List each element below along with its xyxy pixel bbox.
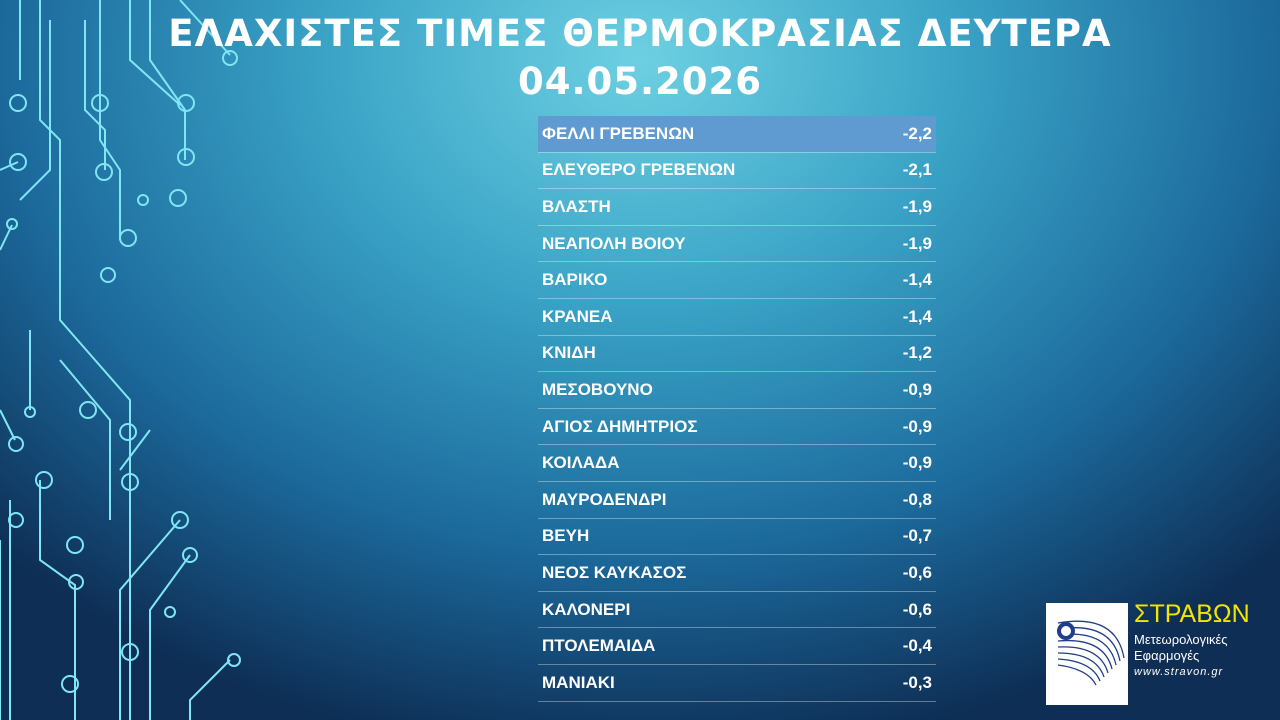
station-name: ΜΑΝΙΑΚΙ: [538, 664, 874, 702]
station-name: ΒΑΡΙΚΟ: [538, 261, 874, 299]
temperature-value: -0,9: [873, 408, 936, 446]
station-name: ΜΕΣΟΒΟΥΝΟ: [538, 371, 874, 409]
table-row: ΠΤΟΛΕΜΑΙΔΑ -0,4: [538, 627, 936, 665]
logo-line: Μετεωρολογικές: [1134, 632, 1228, 647]
temperature-value: -0,7: [873, 518, 936, 556]
table-row: ΒΑΡΙΚΟ -1,4: [538, 261, 936, 299]
station-name: ΜΑΥΡΟΔΕΝΔΡΙ: [538, 481, 874, 519]
station-name: ΕΛΕΥΘΕΡΟ ΓΡΕΒΕΝΩΝ: [538, 152, 874, 190]
table-row: ΝΕΟΣ ΚΑΥΚΑΣΟΣ -0,6: [538, 554, 936, 592]
station-name: ΚΟΙΛΑΔΑ: [538, 444, 874, 482]
table-row: ΒΛΑΣΤΗ -1,9: [538, 188, 936, 226]
logo-line: Εφαρμογές: [1134, 648, 1200, 663]
temperature-value: -2,2: [873, 116, 936, 153]
temperature-table: ΦΕΛΛΙ ΓΡΕΒΕΝΩΝ -2,2 ΕΛΕΥΘΕΡΟ ΓΡΕΒΕΝΩΝ -2,1 Β…: [538, 116, 936, 702]
station-name: ΚΑΛΟΝΕΡΙ: [538, 591, 874, 629]
temperature-value: -2,1: [873, 152, 936, 190]
logo-name: ΣΤΡΑΒΩΝ: [1134, 600, 1250, 628]
title-date: 04.05.2026: [517, 60, 763, 103]
station-name: ΚΝΙΔΗ: [538, 335, 874, 373]
temperature-value: -1,2: [873, 335, 936, 373]
table-row: ΚΝΙΔΗ -1,2: [538, 335, 936, 373]
temperature-value: -1,9: [873, 188, 936, 226]
table-row: ΚΟΙΛΑΔΑ -0,9: [538, 444, 936, 482]
temperature-value: -1,4: [873, 261, 936, 299]
station-name: ΒΕΥΗ: [538, 518, 874, 556]
table-row: ΚΑΛΟΝΕΡΙ -0,6: [538, 591, 936, 629]
table-row: ΜΑΥΡΟΔΕΝΔΡΙ -0,8: [538, 481, 936, 519]
circuit-decoration: [0, 0, 241, 720]
temperature-value: -0,6: [873, 554, 936, 592]
logo-graphic: [1046, 603, 1128, 705]
temperature-value: -1,4: [873, 298, 936, 336]
station-name: ΚΡΑΝΕΑ: [538, 298, 874, 336]
table-row: ΒΕΥΗ -0,7: [538, 518, 936, 556]
title-line: ΕΛΑΧΙΣΤΕΣ ΤΙΜΕΣ ΘΕΡΜΟΚΡΑΣΙΑΣ ΔΕΥΤΕΡΑ: [168, 12, 1112, 55]
table-row: ΚΡΑΝΕΑ -1,4: [538, 298, 936, 336]
logo-url: www.stravon.gr: [1134, 666, 1224, 678]
station-name: ΒΛΑΣΤΗ: [538, 188, 874, 226]
station-name: ΑΓΙΟΣ ΔΗΜΗΤΡΙΟΣ: [538, 408, 874, 446]
table-row: ΜΑΝΙΑΚΙ -0,3: [538, 664, 936, 702]
station-name: ΝΕΟΣ ΚΑΥΚΑΣΟΣ: [538, 554, 874, 592]
station-name: ΝΕΑΠΟΛΗ ΒΟΙΟΥ: [538, 225, 874, 263]
temperature-value: -0,4: [873, 627, 936, 665]
station-name: ΠΤΟΛΕΜΑΙΔΑ: [538, 627, 874, 665]
table-row: ΦΕΛΛΙ ΓΡΕΒΕΝΩΝ -2,2: [538, 116, 936, 153]
logo-icon: [1057, 620, 1125, 686]
temperature-value: -0,3: [873, 664, 936, 702]
temperature-value: -1,9: [873, 225, 936, 263]
station-name: ΦΕΛΛΙ ΓΡΕΒΕΝΩΝ: [538, 116, 874, 153]
temperature-value: -0,9: [873, 371, 936, 409]
table-row: ΕΛΕΥΘΕΡΟ ΓΡΕΒΕΝΩΝ -2,1: [538, 152, 936, 190]
table-row: ΑΓΙΟΣ ΔΗΜΗΤΡΙΟΣ -0,9: [538, 408, 936, 446]
temperature-value: -0,9: [873, 444, 936, 482]
table-row: ΜΕΣΟΒΟΥΝΟ -0,9: [538, 371, 936, 409]
temperature-value: -0,6: [873, 591, 936, 629]
temperature-value: -0,8: [873, 481, 936, 519]
table-row: ΝΕΑΠΟΛΗ ΒΟΙΟΥ -1,9: [538, 225, 936, 263]
